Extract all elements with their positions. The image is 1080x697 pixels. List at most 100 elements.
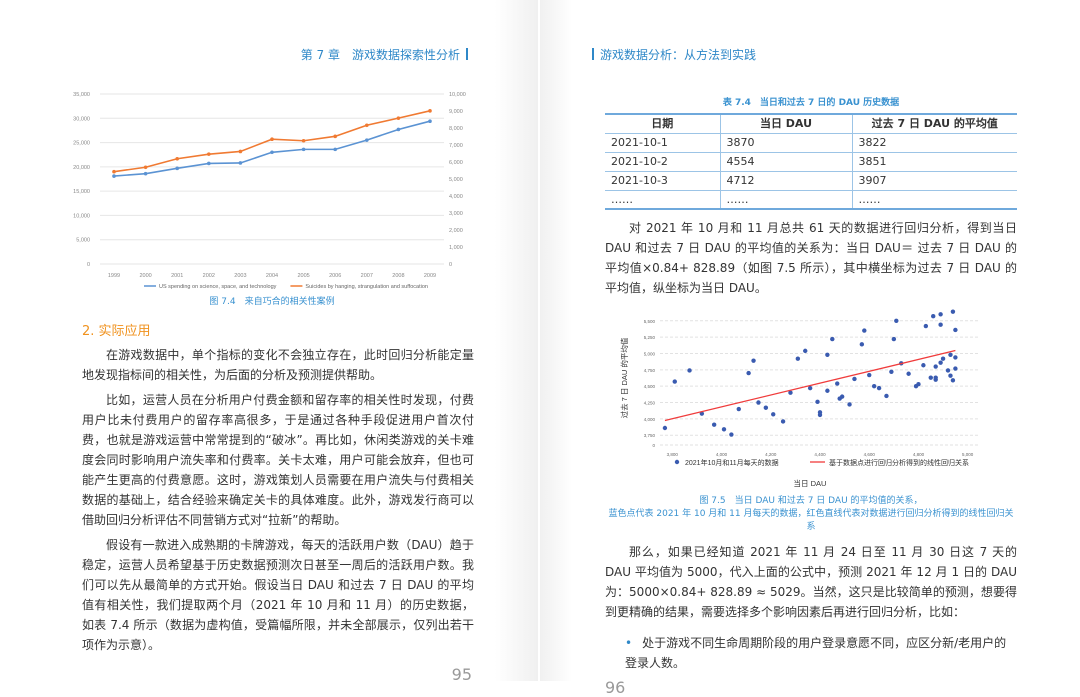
scatter-point <box>862 328 867 333</box>
column-header: 过去 7 日 DAU 的平均值 <box>852 114 1017 134</box>
table-row: 2021-10-1 3870 3822 <box>605 133 1017 153</box>
data-point <box>207 161 211 166</box>
scatter-point <box>938 322 943 327</box>
scatter-point <box>950 378 956 383</box>
data-point <box>428 119 432 123</box>
y-axis-label: 过去 7 日 DAU 的平均值 <box>619 337 629 418</box>
data-point <box>301 138 306 143</box>
table-caption: 表 7.4 当日和过去 7 日的 DAU 历史数据 <box>722 98 900 108</box>
table-row: 2021-10-2 4554 3851 <box>605 152 1017 172</box>
y-right-tick-label: 3,000 <box>449 211 463 217</box>
scatter-point <box>736 406 741 412</box>
right-content: 表 7.4 当日和过去 7 日的 DAU 历史数据 日期 当日 DAU 过去 7 日… <box>605 97 1017 697</box>
scatter-point <box>687 368 692 373</box>
x-tick-label: 2004 <box>266 273 278 279</box>
scatter-point <box>876 385 882 391</box>
y-left-tick-label: 25,000 <box>73 141 90 147</box>
scatter-point <box>803 348 808 354</box>
data-point <box>175 156 179 161</box>
table-cell: 4712 <box>720 171 853 191</box>
scatter-point <box>938 360 943 365</box>
body-text: 在游戏数据中，单个指标的变化不会独立存在，此时回归分析能定量地发现指标间的相关性… <box>82 345 474 660</box>
y-right-tick-label: 4,000 <box>449 194 463 200</box>
body-text: 对 2021 年 10 月和 11 月总共 61 天的数据进行回归分析，得到当日… <box>605 218 1017 303</box>
scatter-point <box>835 381 840 386</box>
body-text: 那么，如果已经知道 2021 年 11 月 24 日至 11 月 30 日这 7… <box>605 542 1017 627</box>
y-right-tick-label: 5,000 <box>449 177 463 183</box>
scatter-point <box>763 405 769 410</box>
y-left-tick-label: 30,000 <box>73 116 90 122</box>
table-cell: 2021-10-3 <box>605 171 721 191</box>
y-left-tick-label: 0 <box>87 262 90 268</box>
x-tick-label: 5,000 <box>962 452 974 457</box>
y-left-tick-label: 5,000 <box>76 238 90 244</box>
scatter-point <box>746 370 751 376</box>
bullet-item: • 处于游戏不同生命周期阶段的用户登录意愿不同，应区分新/老用户的登录人数。 <box>625 636 1007 670</box>
table-cell: 3822 <box>852 133 1017 153</box>
data-point <box>175 166 179 171</box>
y-right-tick-label: 9,000 <box>449 109 463 115</box>
y-tick-label: 4,250 <box>644 401 656 406</box>
scatter-point <box>921 363 926 368</box>
column-header: 当日 DAU <box>720 114 853 134</box>
data-point <box>333 134 338 139</box>
x-tick-label: 2007 <box>361 273 373 279</box>
scatter-chart: 0 3,750 4,000 4,250 4,500 4,750 5,000 5,250 5,50… <box>619 309 980 488</box>
scatter-point <box>894 318 899 324</box>
scatter-point <box>884 393 889 399</box>
left-page: 第 7 章 游戏数据探索性分析 0 5,000 10,000 15,000 20,000… <box>0 0 538 684</box>
dau-table: 日期 当日 DAU 过去 7 日 DAU 的平均值 2021-10-1 3870 3822… <box>605 113 1017 210</box>
data-point <box>112 174 116 178</box>
data-point <box>238 161 243 165</box>
page-number: 96 <box>605 678 626 697</box>
scatter-point <box>847 402 852 407</box>
scatter-point <box>756 400 761 405</box>
scatter-point <box>825 388 830 393</box>
legend-label: 2021年10月和11月每天的数据 <box>685 458 779 467</box>
scatter-point <box>771 412 776 417</box>
data-point <box>270 137 274 142</box>
table-cell: 3851 <box>852 152 1017 172</box>
table-cell: 3907 <box>852 171 1017 191</box>
data-point <box>396 116 401 120</box>
scatter-point <box>721 427 727 432</box>
scatter-point <box>948 373 953 378</box>
series-line <box>113 120 431 177</box>
paragraph: 在游戏数据中，单个指标的变化不会独立存在，此时回归分析能定量地发现指标间的相关性… <box>82 348 474 382</box>
y-left-tick-label: 10,000 <box>73 213 90 219</box>
scatter-point <box>933 364 938 369</box>
scatter-point <box>662 425 668 431</box>
y-left-tick-label: 15,000 <box>73 189 90 195</box>
table-cell: …… <box>852 190 1017 210</box>
y-right-tick-label: 10,000 <box>449 92 466 98</box>
scatter-point <box>815 399 820 405</box>
scatter-point <box>817 412 823 418</box>
scatter-point <box>928 375 933 380</box>
line-chart: 0 5,000 10,000 15,000 20,000 25,000 30,000 35,0… <box>73 92 466 290</box>
table-cell: 3870 <box>720 133 853 153</box>
data-point <box>270 150 274 155</box>
section-heading: 2. 实际应用 <box>82 324 151 339</box>
data-point <box>333 147 338 152</box>
y-right-tick-label: 0 <box>449 262 452 268</box>
legend-label: 基于数据点进行回归分析得到的线性回归关系 <box>829 458 969 467</box>
scatter-point <box>867 372 872 378</box>
y-tick-label: 0 <box>652 443 655 448</box>
data-point <box>365 123 369 128</box>
page-number: 95 <box>451 665 472 684</box>
y-right-tick-label: 7,000 <box>449 143 463 149</box>
scatter-point <box>953 327 958 333</box>
y-right-tick-label: 8,000 <box>449 126 463 132</box>
data-point <box>207 152 211 156</box>
scatter-point <box>839 394 845 399</box>
data-point <box>143 165 148 170</box>
paragraph: 比如，运营人员在分析用户付费金额和留存率的相关性时发现，付费用户比未付费用户的留… <box>82 393 474 527</box>
table-cell: …… <box>605 190 721 210</box>
scatter-point <box>711 422 717 427</box>
scatter-point <box>859 342 865 347</box>
scatter-point <box>931 314 936 319</box>
figure-caption-line1: 图 7.5 当日 DAU 和过去 7 日 DAU 的平均值的关系， <box>699 496 923 506</box>
x-axis-label: 当日 DAU <box>794 478 827 488</box>
scatter-point <box>807 385 813 391</box>
table-cell: 2021-10-2 <box>605 152 721 172</box>
